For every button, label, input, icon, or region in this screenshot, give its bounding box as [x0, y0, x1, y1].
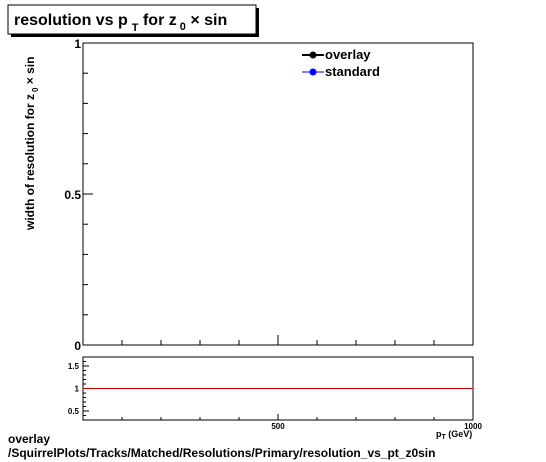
y-axis-title: width of resolution for z 0 × sin [23, 57, 40, 231]
histogram-path-label: overlay /SquirrelPlots/Tracks/Matched/Re… [8, 432, 435, 460]
ratio-x-tick-label: 500 [271, 422, 285, 431]
title-mid: for z [139, 12, 177, 29]
ratio-x-tick-labels: 500 1000 [271, 422, 482, 431]
main-y-tick-label: 1 [74, 37, 81, 51]
ratio-y-tick-labels: 0.5 1 1.5 [68, 362, 80, 416]
x-axis-title-unit: (GeV) [446, 429, 473, 439]
x-axis-title: pT (GeV) [436, 429, 472, 441]
ratio-x-tick-label: 1000 [464, 422, 482, 431]
legend-entry-standard: standard [302, 64, 380, 79]
ratio-axis-ticks [82, 361, 474, 420]
title-subscript: T [132, 22, 139, 34]
footer-line-2: /SquirrelPlots/Tracks/Matched/Resolution… [8, 446, 436, 460]
ratio-y-tick-label: 1 [75, 385, 80, 394]
svg-text:resolution vs pT for z0 × sin: resolution vs p T for z0 × sin [14, 12, 227, 34]
main-axis-ticks [82, 42, 474, 346]
y-axis-title-text: width of resolution for z [23, 94, 37, 231]
x-axis-title-text: p [436, 429, 442, 439]
main-plot-frame [82, 42, 474, 346]
footer-line-1: overlay [8, 432, 51, 446]
title-text: resolution vs p [14, 12, 128, 29]
legend-entry-overlay: overlay [302, 47, 371, 62]
y-axis-title-sub: 0 [31, 87, 40, 92]
title-end: × sin [186, 12, 227, 29]
main-y-tick-label: 0 [74, 339, 81, 353]
legend-label-standard: standard [325, 64, 380, 79]
title-subscript-2: 0 [180, 21, 186, 33]
legend: overlay standard [302, 47, 380, 79]
x-axis-title-sub: T [442, 434, 447, 441]
main-y-tick-labels: 00.51 [64, 37, 81, 353]
legend-label-overlay: overlay [325, 47, 371, 62]
y-axis-title-end: × sin [23, 57, 37, 88]
ratio-y-tick-label: 1.5 [68, 362, 80, 371]
ratio-y-tick-label: 0.5 [68, 407, 80, 416]
main-y-tick-label: 0.5 [64, 188, 81, 202]
